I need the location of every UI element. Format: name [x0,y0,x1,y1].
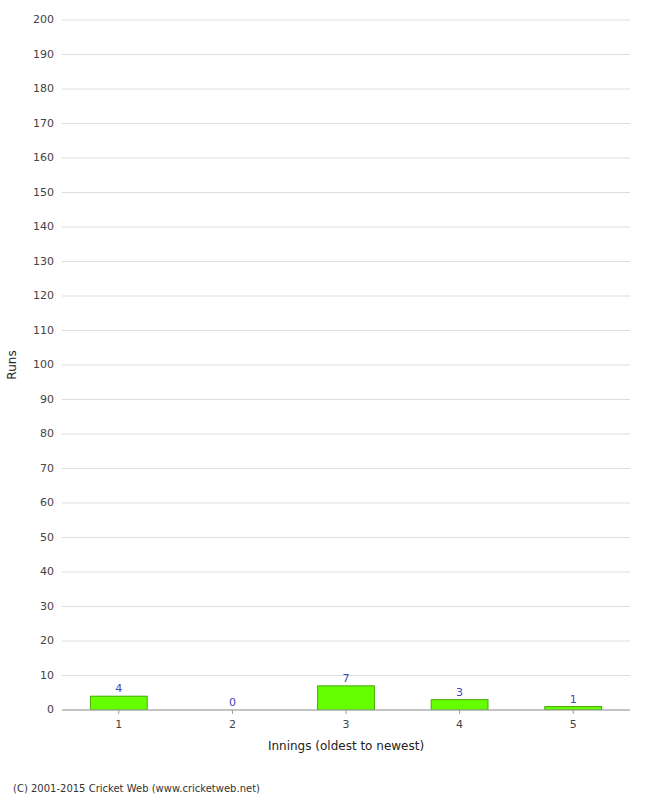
data-label: 1 [570,693,577,706]
y-tick-label: 80 [40,427,54,440]
bar [318,686,375,710]
grid-line [62,641,630,642]
y-tick-label: 40 [40,565,54,578]
grid-line [62,123,630,124]
x-tick [573,710,574,714]
x-tick-label: 4 [456,718,463,731]
bar [431,700,488,710]
footer-note: (C) 2001-2015 Cricket Web (www.cricketwe… [13,783,260,794]
y-tick-label: 140 [33,220,54,233]
data-label: 3 [456,686,463,699]
x-axis-label: Innings (oldest to newest) [268,739,424,753]
y-tick-label: 120 [33,289,54,302]
grid-line [62,20,630,21]
grid-line [62,89,630,90]
grid-line [62,192,630,193]
grid-line [62,434,630,435]
y-axis-label: Runs [5,350,19,379]
y-tick-label: 110 [33,324,54,337]
grid-line [62,330,630,331]
grid [62,20,630,710]
bars [90,686,601,710]
y-tick-label: 180 [33,82,54,95]
grid-line [62,158,630,159]
y-tick-label: 160 [33,151,54,164]
y-tick-label: 150 [33,186,54,199]
grid-line [62,261,630,262]
y-tick-label: 90 [40,393,54,406]
bar [545,707,602,710]
y-tick-label: 60 [40,496,54,509]
x-tick [232,710,233,714]
chart-container: 0102030405060708090100110120130140150160… [0,0,650,800]
data-label: 4 [115,682,122,695]
data-label: 7 [343,672,350,685]
grid-line [62,572,630,573]
x-tick-label: 5 [570,718,577,731]
chart-svg: 0102030405060708090100110120130140150160… [0,0,650,800]
grid-line [62,296,630,297]
grid-line [62,503,630,504]
y-tick-label: 130 [33,255,54,268]
grid-line [62,399,630,400]
grid-line [62,365,630,366]
x-tick [459,710,460,714]
x-tick-label: 1 [115,718,122,731]
grid-line [62,537,630,538]
grid-line [62,606,630,607]
x-tick [346,710,347,714]
y-tick-label: 100 [33,358,54,371]
y-tick-label: 0 [47,703,54,716]
y-tick-label: 70 [40,462,54,475]
x-tick-label: 2 [229,718,236,731]
grid-line [62,227,630,228]
y-tick-label: 170 [33,117,54,130]
grid-line [62,468,630,469]
grid-line [62,54,630,55]
y-tick-label: 10 [40,669,54,682]
x-tick [118,710,119,714]
y-tick-label: 190 [33,48,54,61]
data-label: 0 [229,696,236,709]
y-tick-label: 200 [33,13,54,26]
y-tick-label: 20 [40,634,54,647]
bar [90,696,147,710]
y-tick-label: 50 [40,531,54,544]
x-tick-label: 3 [343,718,350,731]
y-tick-label: 30 [40,600,54,613]
